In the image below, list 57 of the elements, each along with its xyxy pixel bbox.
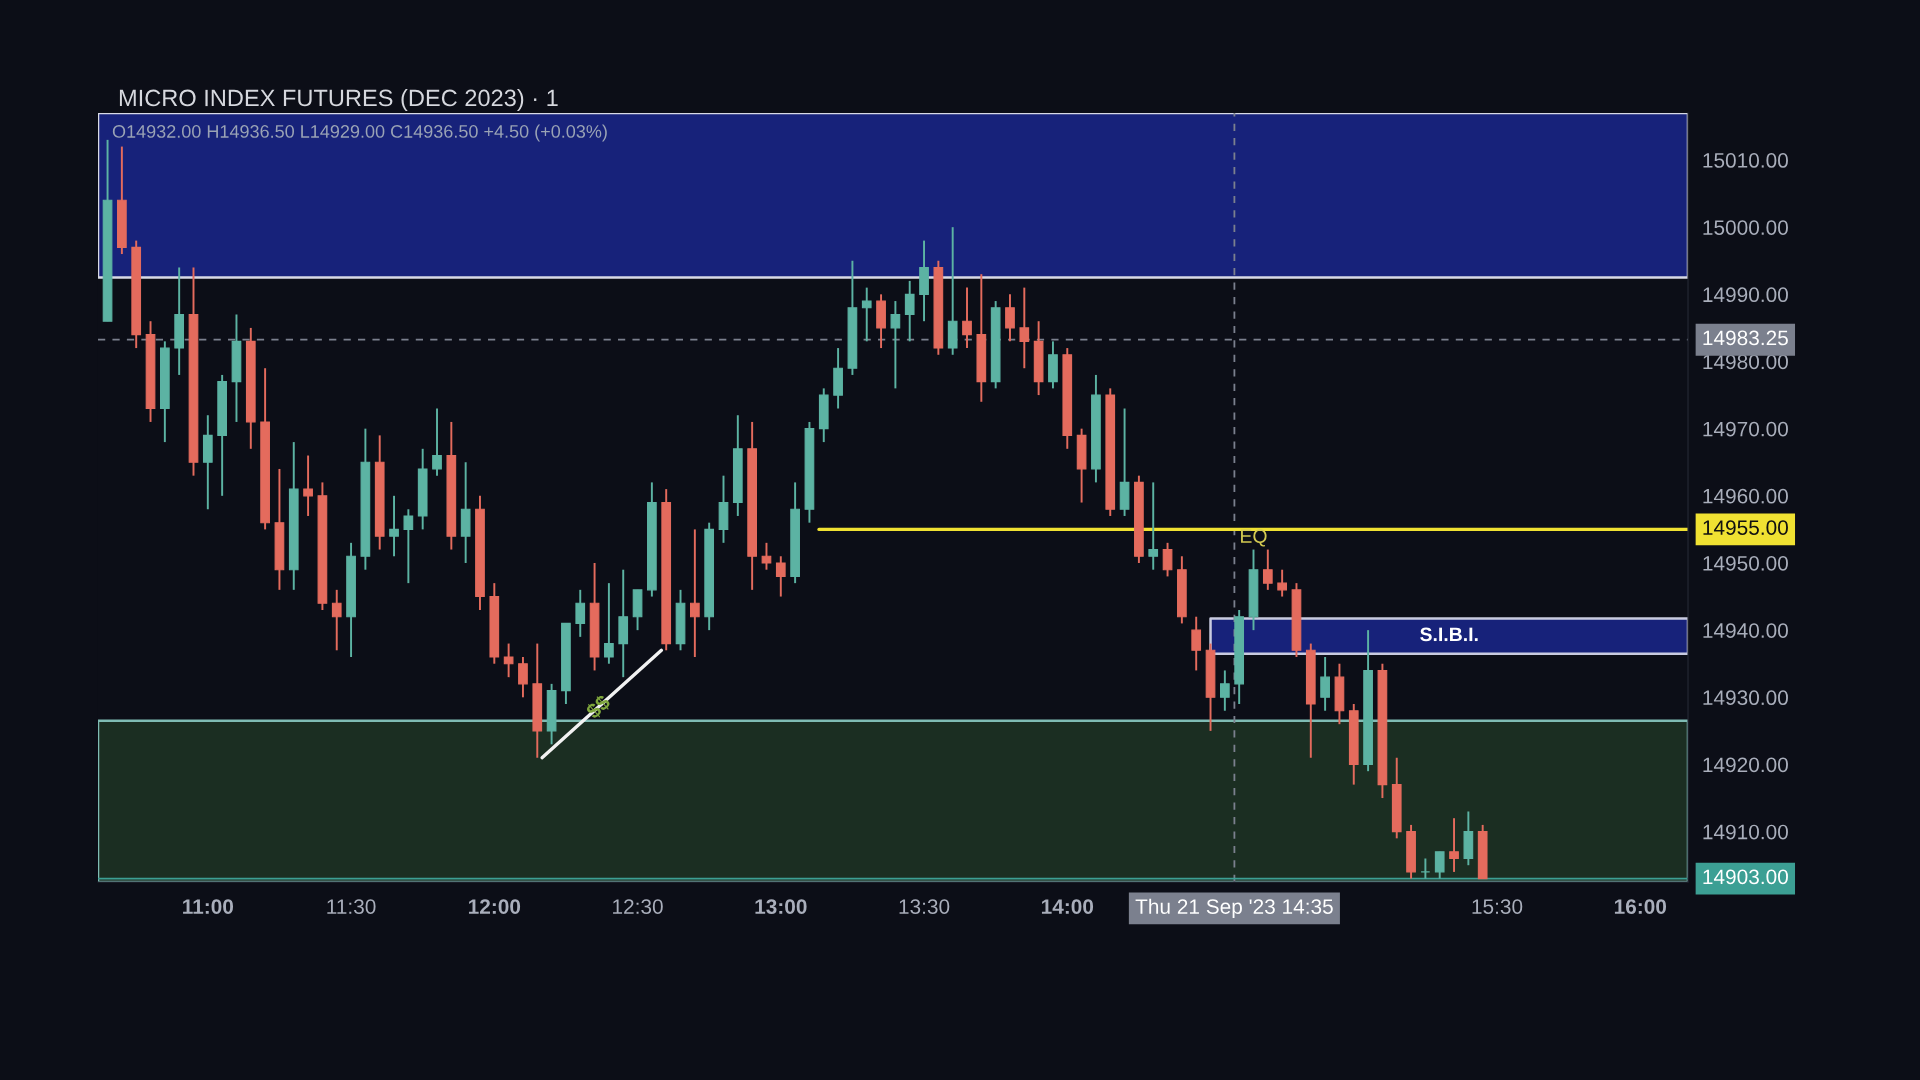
candlestick — [1449, 817, 1459, 873]
x-tick-label: 12:30 — [613, 899, 663, 914]
x-tick-label: 15:30 — [1472, 899, 1523, 914]
candlestick — [389, 494, 399, 558]
candlestick — [890, 300, 901, 390]
ref-line-label: 14983.25 — [1703, 330, 1788, 346]
x-tick-label: 13:00 — [755, 899, 807, 914]
candlestick — [861, 286, 872, 343]
candlestick — [303, 454, 313, 517]
chart-title: MICRO INDEX FUTURES (DEC 2023) · 1 — [119, 89, 558, 111]
text: S.I.B.I. — [1420, 627, 1478, 642]
y-tick-label: 14980.00 — [1703, 354, 1788, 370]
x-tick-label: 11:30 — [327, 899, 376, 914]
candlestick — [1219, 669, 1230, 712]
candlestick — [904, 279, 915, 343]
data-label: 14955.00 — [1703, 520, 1788, 535]
x-tick-label: 14:00 — [1041, 899, 1094, 914]
candlestick — [1162, 541, 1173, 578]
annotation: EQ — [1241, 529, 1267, 547]
y-tick-label: 15000.00 — [1703, 220, 1788, 235]
candlestick — [331, 588, 342, 652]
y-tick-label: 14930.00 — [1703, 690, 1788, 706]
candlestick — [503, 642, 514, 679]
ref-line-label: Thu 21 Sep '23 14:35 — [1135, 898, 1333, 919]
y-tick-label: 14990.00 — [1703, 287, 1788, 303]
y-tick-label: 15010.00 — [1703, 153, 1788, 168]
annotation: $$ — [584, 693, 613, 721]
y-tick-label: 14910.00 — [1703, 824, 1788, 840]
candlestick — [1148, 481, 1159, 571]
x-tick-label: 13:30 — [899, 899, 950, 914]
text: O14932.00 H14936.50 L14929.00 C14936.50 +4.50 (+0.03%) — [112, 124, 607, 142]
candlestick — [1420, 857, 1431, 880]
candlestick — [1277, 568, 1287, 598]
candlestick — [1019, 286, 1030, 370]
y-tick-label: 14920.00 — [1703, 757, 1788, 773]
y-tick-label: 14950.00 — [1703, 555, 1788, 571]
ref-line-label: 14903.00 — [1703, 869, 1788, 885]
candlestick — [775, 555, 786, 598]
candlestick — [1191, 615, 1202, 672]
candlestick — [604, 582, 614, 665]
candlestick — [1320, 656, 1330, 712]
y-tick-label: 14940.00 — [1703, 623, 1788, 638]
x-tick-label: 11:00 — [183, 899, 234, 914]
candlestick — [518, 656, 528, 699]
x-tick-label: 16:00 — [1614, 899, 1667, 914]
x-tick-label: 12:00 — [468, 899, 521, 914]
candlestick — [761, 541, 772, 571]
candlestick — [1005, 293, 1015, 343]
y-tick-label: 14960.00 — [1703, 488, 1788, 504]
candlestick — [1434, 850, 1445, 880]
y-tick-label: 14970.00 — [1703, 421, 1788, 437]
candlestick — [962, 286, 972, 350]
candlestick — [1262, 548, 1273, 591]
candlestick — [575, 588, 586, 638]
candlestick — [689, 528, 700, 658]
candlestick — [403, 508, 414, 585]
candlestick — [432, 407, 442, 477]
